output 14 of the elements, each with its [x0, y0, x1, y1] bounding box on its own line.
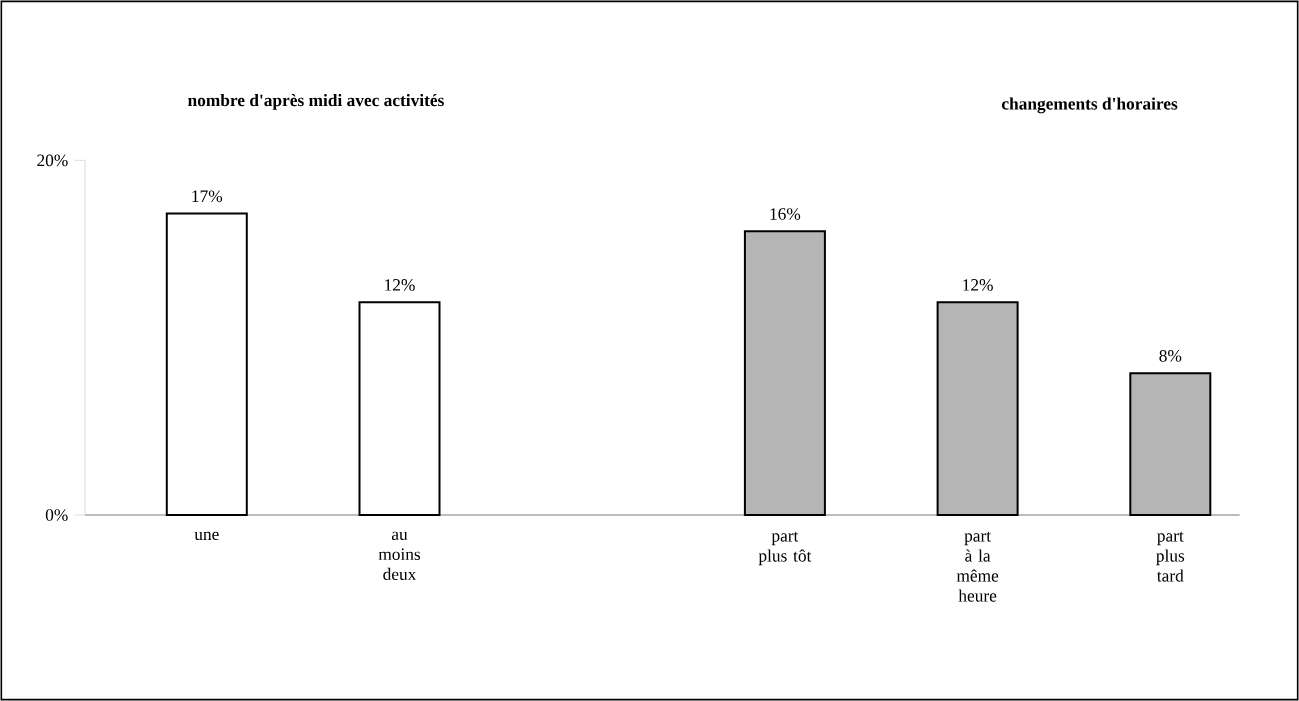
x-tick-label: part plus tôt — [758, 531, 812, 566]
text: nombre d'après midi avec activités — [188, 93, 444, 110]
y-tick-label: 20% — [37, 154, 68, 167]
y-tick-label: 0% — [45, 509, 68, 521]
data-label: 16% — [770, 208, 801, 220]
text: changements d'horaires — [1001, 97, 1178, 114]
x-tick-label: part plus tard — [1156, 531, 1185, 582]
x-tick-label: part à la même heure — [956, 531, 999, 602]
data-label: 17% — [192, 190, 223, 203]
x-tick-label: au moins deux — [378, 531, 421, 581]
data-label: 12% — [385, 279, 415, 291]
data-label: 12% — [963, 279, 993, 291]
data-label: 8% — [1159, 350, 1182, 362]
x-tick-label: une — [194, 531, 219, 541]
